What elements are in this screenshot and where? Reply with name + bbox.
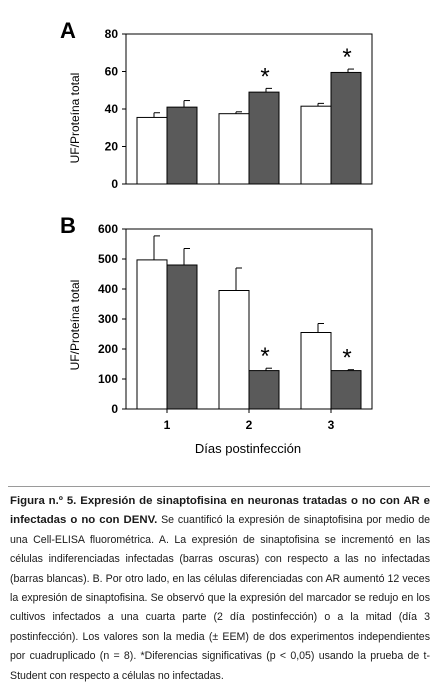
panel-b-bar-cat1-s1	[136, 259, 168, 410]
panel-a-y-tick-label: 80	[105, 27, 119, 41]
caption-rule	[8, 486, 430, 487]
panel-a-bar-cat1-s2	[166, 106, 198, 185]
panel-b-significance-marker: *	[260, 343, 269, 370]
panel-b-bar-cat1-s2	[166, 264, 198, 410]
panel-b-x-axis-label: Días postinfección	[195, 441, 301, 456]
panel-a-bar-cat3-s1	[300, 105, 332, 185]
panel-a-label: A	[60, 18, 76, 43]
panel-b-x-tick-label: 3	[328, 418, 335, 432]
panel-a-y-tick-label: 0	[111, 177, 118, 191]
panel-b-significance-marker: *	[342, 345, 351, 372]
panel-b-y-tick-label: 500	[98, 252, 118, 266]
panel-a-y-tick-label: 60	[105, 65, 119, 79]
caption-body: Se cuantificó la expresión de sinaptofis…	[10, 514, 430, 682]
panel-b-bar-cat3-s2	[330, 370, 362, 410]
panel-a-bar-cat2-s2	[248, 91, 280, 185]
panel-b-bar-cat2-s1	[218, 290, 250, 410]
panel-b-y-tick-label: 300	[98, 312, 118, 326]
panel-a-y-axis-label: UF/Proteína total	[68, 73, 82, 164]
panel-b-label: B	[60, 213, 76, 238]
caption-head: Figura n.º 5. Expresión de sinaptofisina…	[10, 495, 430, 527]
panel-a-bar-cat1-s1	[136, 116, 168, 185]
panel-b-y-tick-label: 100	[98, 372, 118, 386]
panel-a-significance-marker: *	[342, 44, 351, 71]
panel-a: A UF/Proteína total 0 20 40 60 80 * *	[60, 18, 373, 191]
panel-b-y-tick-label: 0	[111, 402, 118, 416]
panel-a-y-tick-label: 20	[105, 140, 119, 154]
panel-b-y-tick-label: 400	[98, 282, 118, 296]
panel-b: B UF/Proteína total Días postinfección 0…	[60, 213, 373, 456]
panel-b-bar-cat2-s2	[248, 370, 280, 410]
panel-b-x-tick-label: 1	[164, 418, 171, 432]
panel-b-y-axis-label: UF/Proteína total	[68, 280, 82, 371]
panel-b-y-tick-label: 600	[98, 222, 118, 236]
panel-b-x-tick-label: 2	[246, 418, 253, 432]
panel-b-y-tick-label: 200	[98, 342, 118, 356]
figure-caption: Figura n.º 5. Expresión de sinaptofisina…	[10, 492, 430, 686]
panel-b-bar-cat3-s1	[300, 332, 332, 410]
panel-a-bar-cat3-s2	[330, 71, 362, 185]
panel-a-bar-cat2-s1	[218, 113, 250, 185]
panel-a-significance-marker: *	[260, 63, 269, 90]
panel-a-y-tick-label: 40	[105, 102, 119, 116]
